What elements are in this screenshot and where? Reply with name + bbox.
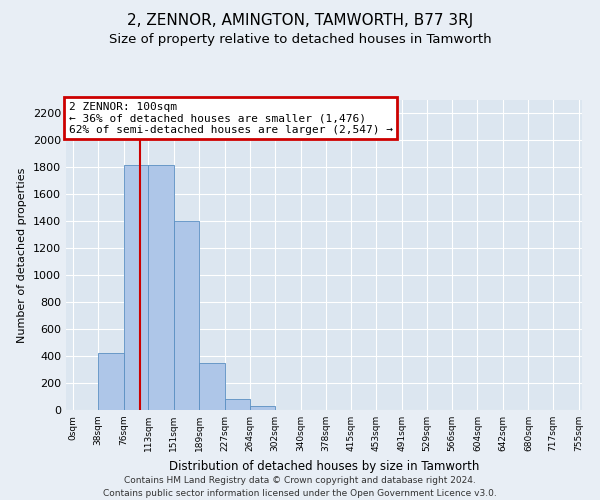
Bar	[148, 164, 174, 410]
Text: 2, ZENNOR, AMINGTON, TAMWORTH, B77 3RJ: 2, ZENNOR, AMINGTON, TAMWORTH, B77 3RJ	[127, 12, 473, 28]
Bar	[225, 399, 250, 410]
Text: 2 ZENNOR: 100sqm
← 36% of detached houses are smaller (1,476)
62% of semi-detach: 2 ZENNOR: 100sqm ← 36% of detached house…	[68, 102, 392, 134]
Text: Size of property relative to detached houses in Tamworth: Size of property relative to detached ho…	[109, 32, 491, 46]
Bar	[124, 164, 148, 410]
Text: Contains HM Land Registry data © Crown copyright and database right 2024.
Contai: Contains HM Land Registry data © Crown c…	[103, 476, 497, 498]
Bar	[250, 406, 275, 410]
Bar	[199, 363, 225, 410]
Bar	[174, 222, 199, 410]
Bar	[98, 354, 124, 410]
X-axis label: Distribution of detached houses by size in Tamworth: Distribution of detached houses by size …	[169, 460, 479, 472]
Y-axis label: Number of detached properties: Number of detached properties	[17, 168, 28, 342]
